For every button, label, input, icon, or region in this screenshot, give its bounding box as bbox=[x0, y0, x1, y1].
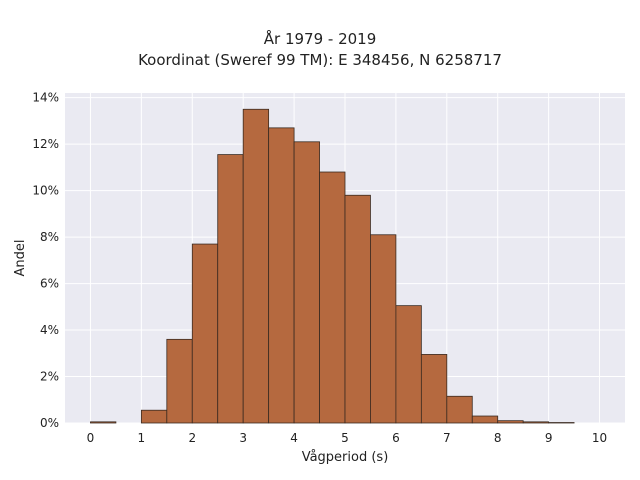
x-axis-label: Vågperiod (s) bbox=[302, 450, 389, 465]
histogram-bar bbox=[268, 127, 295, 424]
histogram-bar bbox=[471, 415, 499, 424]
y-tick-label: 6% bbox=[40, 277, 59, 291]
histogram-bar bbox=[140, 409, 168, 424]
histogram-bar bbox=[293, 141, 320, 424]
histogram-bar bbox=[420, 354, 448, 424]
chart-subtitle: Koordinat (Sweref 99 TM): E 348456, N 62… bbox=[138, 51, 502, 69]
x-tick-label: 1 bbox=[138, 431, 146, 445]
chart-title: År 1979 - 2019 bbox=[263, 30, 377, 48]
x-tick-label: 5 bbox=[341, 431, 349, 445]
histogram-bar bbox=[522, 421, 550, 424]
x-tick-label: 8 bbox=[494, 431, 502, 445]
bars-group bbox=[90, 108, 575, 424]
histogram-bar bbox=[217, 154, 244, 424]
x-tick-label: 4 bbox=[290, 431, 298, 445]
y-axis-label: Andel bbox=[13, 240, 28, 277]
x-axis-ticks: 0 1 2 3 4 5 6 7 8 9 10 bbox=[87, 431, 608, 445]
histogram-bar bbox=[319, 171, 346, 424]
histogram-bar bbox=[242, 108, 270, 424]
x-tick-label: 3 bbox=[239, 431, 247, 445]
y-tick-label: 4% bbox=[40, 323, 59, 337]
histogram-bar bbox=[497, 420, 524, 424]
x-tick-label: 7 bbox=[443, 431, 451, 445]
histogram-bar bbox=[344, 194, 371, 424]
histogram-bar bbox=[446, 395, 473, 424]
histogram-bar bbox=[90, 421, 117, 424]
y-tick-label: 14% bbox=[32, 91, 59, 105]
histogram-bar bbox=[191, 243, 219, 424]
x-tick-label: 2 bbox=[188, 431, 196, 445]
y-tick-label: 8% bbox=[40, 230, 59, 244]
y-tick-label: 12% bbox=[32, 137, 59, 151]
histogram-bar bbox=[395, 305, 422, 424]
histogram-bar bbox=[166, 338, 193, 424]
x-tick-label: 0 bbox=[87, 431, 95, 445]
x-tick-label: 6 bbox=[392, 431, 400, 445]
x-tick-label: 10 bbox=[592, 431, 607, 445]
y-tick-label: 10% bbox=[32, 184, 59, 198]
x-tick-label: 9 bbox=[545, 431, 553, 445]
histogram-bar bbox=[370, 234, 397, 424]
y-axis-ticks: 0% 2% 4% 6% 8% 10% 12% 14% bbox=[32, 91, 59, 430]
y-tick-label: 2% bbox=[40, 370, 59, 384]
y-tick-label: 0% bbox=[40, 416, 59, 430]
